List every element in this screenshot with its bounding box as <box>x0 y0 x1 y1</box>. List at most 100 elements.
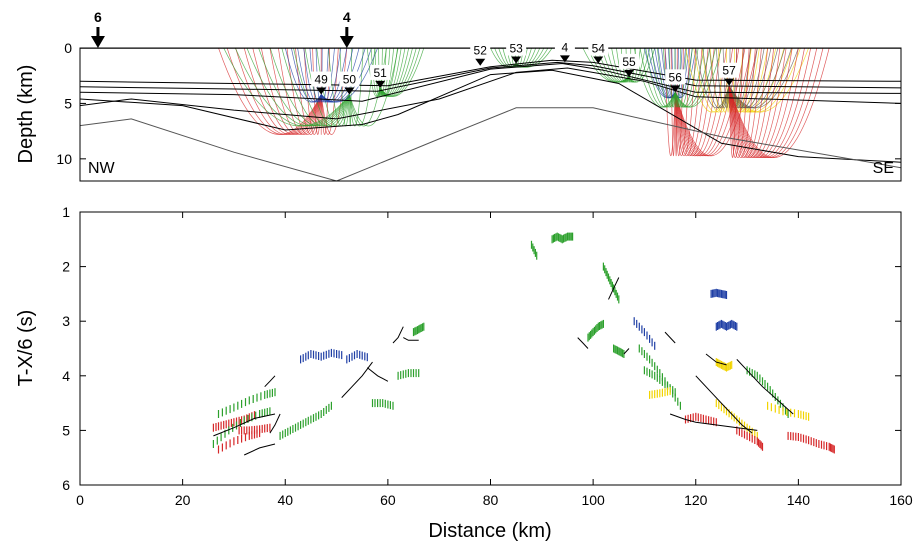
model-curve <box>243 443 276 456</box>
pick-group <box>412 322 425 337</box>
ray-fan <box>664 48 758 157</box>
model-curve <box>705 353 727 366</box>
ray-path <box>728 48 799 109</box>
ray-path <box>662 48 676 108</box>
interface-line <box>80 69 901 163</box>
distance-tick-label: 160 <box>889 492 913 508</box>
ray-path <box>651 48 676 108</box>
traveltime-panel-frame <box>79 211 902 486</box>
ray-path <box>728 48 772 109</box>
ray-path <box>728 48 779 109</box>
station-triangle <box>511 56 522 64</box>
ray-path <box>674 48 705 108</box>
station-50: 50 <box>339 71 360 95</box>
pick-group <box>212 411 256 432</box>
traveltime-picks <box>212 232 835 454</box>
ray-path <box>674 48 715 157</box>
ray-path <box>366 48 381 97</box>
ray-path <box>304 48 350 127</box>
pick-group <box>638 344 682 410</box>
ray-path <box>728 48 744 158</box>
pick-group <box>397 369 420 380</box>
time-axis-title: T-X/6 (s) <box>15 310 37 387</box>
ray-path <box>281 48 350 127</box>
model-curve <box>341 361 373 398</box>
station-label: 50 <box>343 73 357 87</box>
obs-marker-6: 6 <box>90 9 105 48</box>
station-label: 51 <box>373 66 387 80</box>
ray-path <box>596 48 630 83</box>
pick-group <box>715 358 733 372</box>
model-curve <box>577 337 589 349</box>
distance-axis-ticks: 0 20 40 60 80 100 120 140 160 <box>76 212 913 508</box>
station-56: 56 <box>665 69 686 93</box>
obs-label: 6 <box>94 9 102 25</box>
ray-path <box>709 48 730 109</box>
station-label: 53 <box>509 42 523 56</box>
model-curve <box>623 348 630 355</box>
ray-path <box>728 48 738 158</box>
ray-path <box>674 48 684 157</box>
ray-path <box>674 48 734 157</box>
depth-panel-frame <box>79 47 902 182</box>
model-curve <box>366 367 389 382</box>
ray-path <box>674 48 703 157</box>
station-label-box <box>470 42 491 58</box>
ray-path <box>728 48 786 109</box>
pick-group <box>587 319 605 342</box>
ray-path <box>243 48 322 135</box>
pick-group <box>279 401 332 440</box>
ray-path <box>218 48 322 135</box>
distance-tick-label: 120 <box>684 492 708 508</box>
distance-tick-label: 100 <box>581 492 605 508</box>
ray-path <box>320 48 339 135</box>
time-tick-label: 3 <box>62 313 70 329</box>
station-label: 56 <box>669 70 683 84</box>
pick-group <box>238 423 271 435</box>
model-curve <box>695 375 753 434</box>
model-traveltime-curves <box>213 277 794 456</box>
time-axis-ticks: 1 2 3 4 5 6 <box>62 204 901 493</box>
model-curve <box>736 359 794 415</box>
pick-group <box>300 348 343 364</box>
depth-tick-label: 10 <box>56 151 72 167</box>
distance-tick-label: 80 <box>483 492 499 508</box>
ray-path <box>685 48 730 113</box>
model-curve <box>669 413 758 431</box>
ray-path <box>701 48 730 113</box>
time-tick-label: 2 <box>62 259 70 275</box>
distance-tick-label: 0 <box>76 492 84 508</box>
station-4: 4 <box>554 39 575 63</box>
model-curve <box>264 375 276 388</box>
distance-tick-label: 40 <box>277 492 293 508</box>
station-label: 54 <box>592 42 606 56</box>
pick-group <box>715 319 738 331</box>
station-52: 52 <box>470 42 491 66</box>
nw-label: NW <box>88 160 116 177</box>
pick-group <box>346 350 368 364</box>
time-tick-label: 4 <box>62 368 70 384</box>
ray-path <box>258 48 350 127</box>
station-label-box <box>619 53 640 69</box>
model-curve <box>269 413 281 434</box>
station-label: 4 <box>562 40 569 54</box>
model-curve <box>608 277 620 300</box>
ray-path <box>235 48 322 135</box>
ray-path <box>668 48 676 108</box>
ray-path <box>702 48 730 109</box>
distance-tick-label: 20 <box>175 492 191 508</box>
pick-group <box>787 431 835 454</box>
station-triangle <box>724 78 735 86</box>
distance-axis-title: Distance (km) <box>428 520 551 542</box>
station-57: 57 <box>719 62 740 86</box>
ray-path <box>674 48 711 108</box>
station-label-box <box>554 39 575 55</box>
interface-line <box>80 107 901 181</box>
velocity-interfaces <box>80 48 901 181</box>
station-label: 55 <box>622 55 636 69</box>
traveltime-panel: 1 2 3 4 5 6 0 20 40 60 80 100 120 140 160 T-X/6 (s) D… <box>15 204 913 542</box>
pick-group <box>530 240 538 260</box>
station-label-box <box>370 64 391 80</box>
distance-tick-label: 140 <box>787 492 811 508</box>
